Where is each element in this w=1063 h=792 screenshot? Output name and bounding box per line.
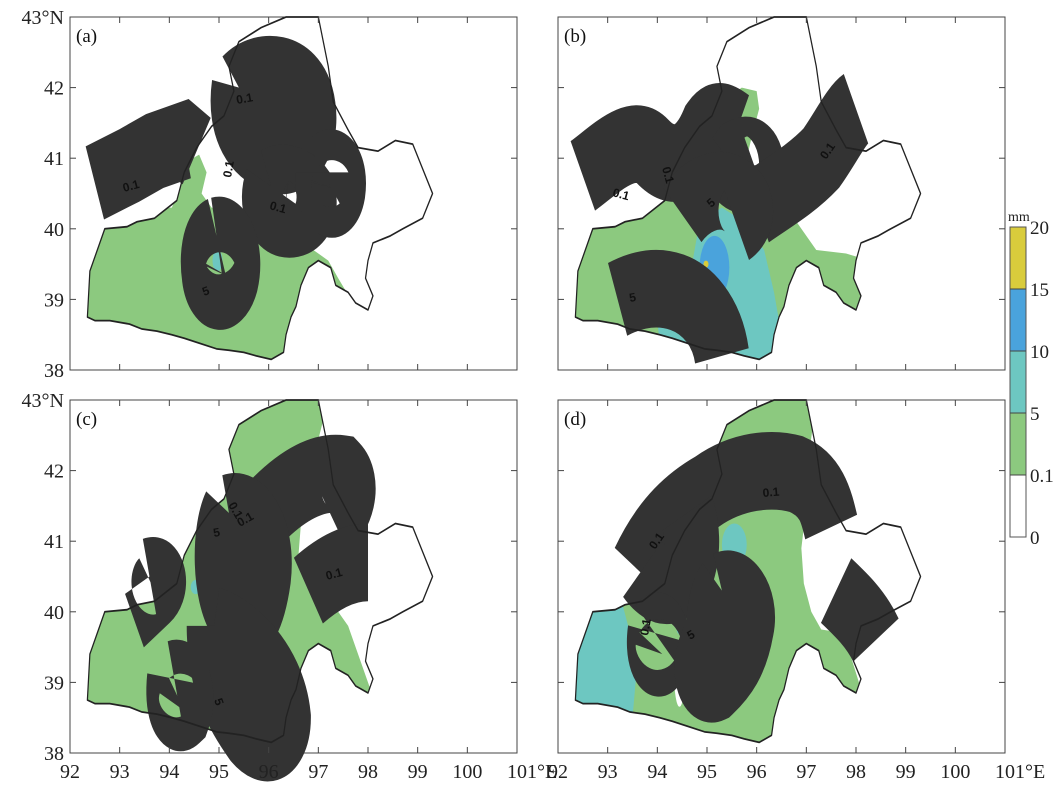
contour-label: 0.1 (324, 565, 344, 583)
contour-label: 0.1 (235, 90, 254, 107)
x-tick-label: 95 (697, 761, 717, 783)
y-tick-label: 43°N (22, 7, 64, 29)
contour-label: 0.1 (659, 165, 677, 185)
contour-label: 0.1 (637, 617, 654, 636)
contour-label: 5 (628, 290, 637, 305)
colorbar-label: 5 (1030, 404, 1040, 425)
panel-b-label: (b) (564, 26, 586, 47)
x-tick-label: 100 (452, 761, 482, 783)
panel-b-contour-labels: 0.1 0.1 0.1 5 5 (611, 140, 838, 305)
x-tick-label: 96 (747, 761, 767, 783)
y-tick-label: 42 (44, 78, 64, 100)
map-panel-a: (a) 0.1 0.1 0.1 0.1 5 (70, 17, 518, 370)
colorbar-frame (1009, 226, 1027, 538)
map-panel-c: (c) 0.1 0.1 0.1 5 5 (70, 400, 518, 753)
contour-label: 5 (200, 283, 211, 299)
y-tick-label: 41 (44, 148, 64, 170)
colorbar: mm 20 15 10 5 0.1 0 (1008, 210, 1054, 549)
y-tick-label: 41 (44, 531, 64, 553)
panel-a-label: (a) (76, 26, 97, 47)
x-tick-label: 95 (209, 761, 229, 783)
colorbar-segment-10-15 (1010, 289, 1026, 351)
x-tick-label: 98 (846, 761, 866, 783)
y-tick-label: 43°N (22, 390, 64, 412)
colorbar-segment-5-10 (1010, 351, 1026, 413)
panel-d-label: (d) (564, 409, 586, 430)
map-panel-d: (d) 0.1 0.1 0.1 5 (558, 400, 1006, 753)
x-tick-label: 98 (358, 761, 378, 783)
x-tick-label: 101°E (995, 761, 1045, 783)
map-panel-b: (b) 0.1 0.1 0.1 5 5 (558, 17, 1006, 370)
y-tick-label: 42 (44, 461, 64, 483)
x-tick-label: 93 (598, 761, 618, 783)
colorbar-segment-0.1-5 (1010, 413, 1026, 475)
x-tick-label: 93 (110, 761, 130, 783)
colorbar-unit: mm (1008, 210, 1030, 225)
colorbar-label: 10 (1030, 342, 1049, 363)
x-tick-label: 92 (60, 761, 80, 783)
colorbar-label: 20 (1030, 218, 1049, 239)
colorbar-label: 0 (1030, 528, 1040, 549)
colorbar-label: 15 (1030, 280, 1049, 301)
contour-label: 0.1 (220, 159, 237, 178)
contour-label: 0.1 (268, 198, 288, 216)
contour-label: 5 (211, 696, 227, 707)
x-tick-label: 94 (647, 761, 667, 783)
x-tick-label: 96 (259, 761, 279, 783)
contour-label: 0.1 (611, 185, 631, 203)
contour-label: 0.1 (762, 485, 780, 500)
y-tick-label: 38 (44, 360, 64, 382)
colorbar-label: 0.1 (1030, 466, 1054, 487)
x-tick-label: 101°E (507, 761, 557, 783)
x-tick-label: 99 (408, 761, 428, 783)
x-tick-label: 92 (548, 761, 568, 783)
colorbar-segment-0-0.1 (1010, 475, 1026, 537)
y-tick-label: 40 (44, 219, 64, 241)
panel-c-map (70, 400, 433, 753)
x-tick-label: 94 (159, 761, 179, 783)
y-tick-label: 39 (44, 289, 64, 311)
panel-d-map (558, 400, 921, 753)
y-tick-label: 40 (44, 602, 64, 624)
y-tick-label: 39 (44, 672, 64, 694)
x-tick-label: 97 (796, 761, 816, 783)
x-tick-label: 97 (308, 761, 328, 783)
contour-label: 5 (212, 525, 221, 540)
panel-a-contour-labels: 0.1 0.1 0.1 0.1 5 (121, 90, 288, 299)
x-tick-label: 100 (940, 761, 970, 783)
panel-d-contour-labels: 0.1 0.1 0.1 5 (637, 485, 780, 643)
panel-c-label: (c) (76, 409, 97, 430)
colorbar-segment-15-20 (1010, 227, 1026, 289)
y-tick-label: 38 (44, 743, 64, 765)
contour-label: 0.1 (121, 177, 141, 195)
x-tick-label: 99 (896, 761, 916, 783)
